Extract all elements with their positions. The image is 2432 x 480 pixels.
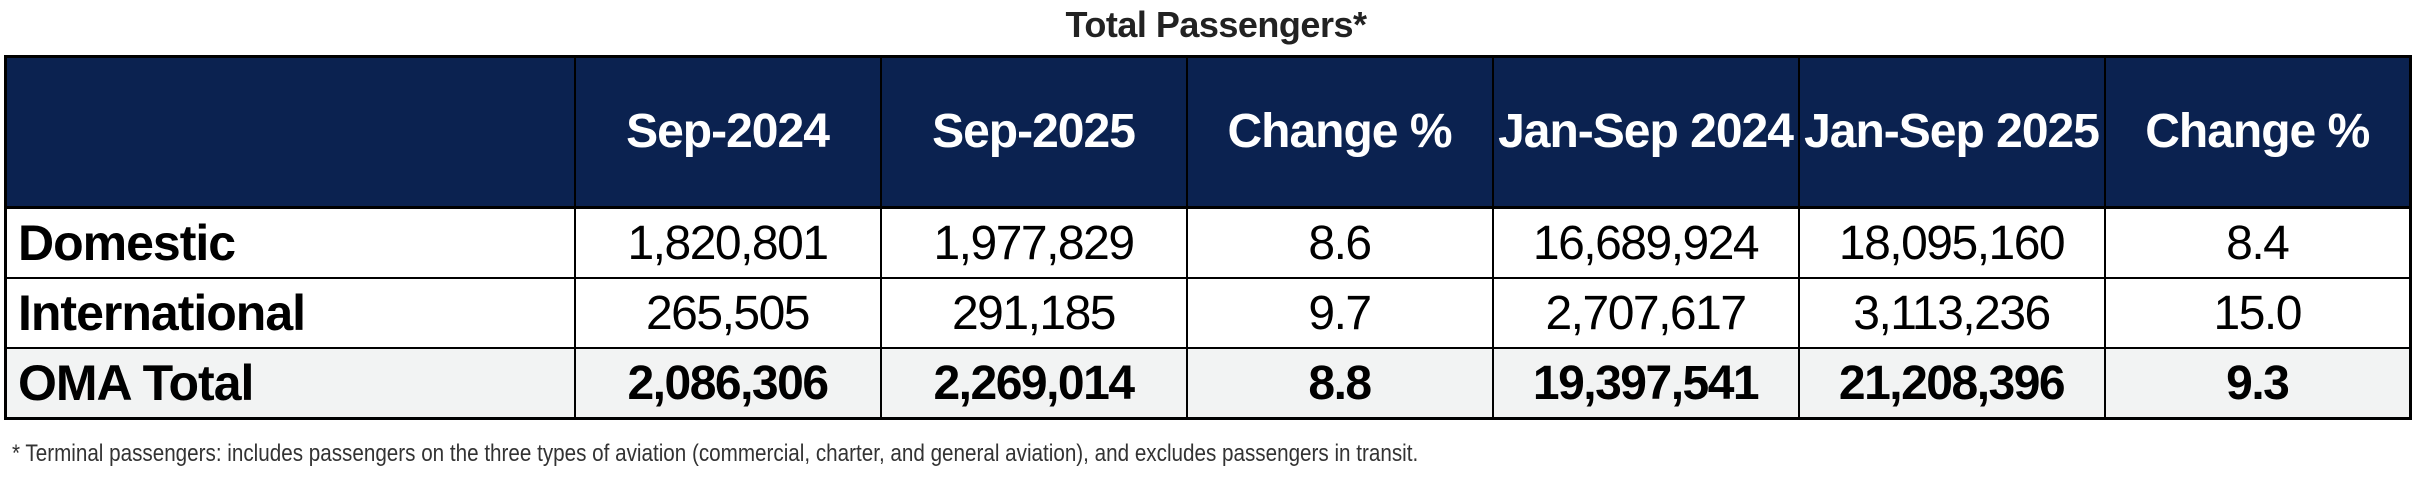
cell-sep-2024: 265,505	[573, 277, 882, 349]
row-label: Domestic	[4, 206, 576, 279]
header-sep-2025: Sep-2025	[879, 55, 1188, 209]
row-label: International	[4, 277, 576, 349]
cell-change-ytd: 9.3	[2103, 347, 2412, 420]
header-sep-2024: Sep-2024	[573, 55, 882, 209]
header-change-ytd: Change %	[2103, 55, 2412, 209]
row-label: OMA Total	[4, 347, 576, 420]
cell-sep-2025: 2,269,014	[879, 347, 1188, 420]
table-row-total: OMA Total 2,086,306 2,269,014 8.8 19,397…	[4, 347, 2412, 420]
header-change-month: Change %	[1185, 55, 1494, 209]
cell-sep-2025: 291,185	[879, 277, 1188, 349]
header-jan-sep-2025: Jan-Sep 2025	[1797, 55, 2106, 209]
table-row-international: International 265,505 291,185 9.7 2,707,…	[4, 277, 2412, 349]
table-row-domestic: Domestic 1,820,801 1,977,829 8.6 16,689,…	[4, 206, 2412, 279]
cell-change-ytd: 8.4	[2103, 206, 2412, 279]
cell-sep-2025: 1,977,829	[879, 206, 1188, 279]
header-jan-sep-2024: Jan-Sep 2024	[1491, 55, 1800, 209]
cell-change-ytd: 15.0	[2103, 277, 2412, 349]
cell-jan-sep-2025: 21,208,396	[1797, 347, 2106, 420]
cell-jan-sep-2024: 19,397,541	[1491, 347, 1800, 420]
cell-sep-2024: 2,086,306	[573, 347, 882, 420]
cell-change-month: 8.8	[1185, 347, 1494, 420]
cell-jan-sep-2025: 18,095,160	[1797, 206, 2106, 279]
cell-jan-sep-2024: 16,689,924	[1491, 206, 1800, 279]
cell-sep-2024: 1,820,801	[573, 206, 882, 279]
cell-change-month: 9.7	[1185, 277, 1494, 349]
cell-jan-sep-2025: 3,113,236	[1797, 277, 2106, 349]
cell-change-month: 8.6	[1185, 206, 1494, 279]
header-row: Sep-2024 Sep-2025 Change % Jan-Sep 2024 …	[4, 55, 2412, 209]
cell-jan-sep-2024: 2,707,617	[1491, 277, 1800, 349]
header-empty	[4, 55, 576, 209]
footnote: * Terminal passengers: includes passenge…	[12, 440, 1419, 467]
table-title: Total Passengers*	[1065, 4, 1367, 45]
passenger-table: Sep-2024 Sep-2025 Change % Jan-Sep 2024 …	[4, 55, 2412, 420]
